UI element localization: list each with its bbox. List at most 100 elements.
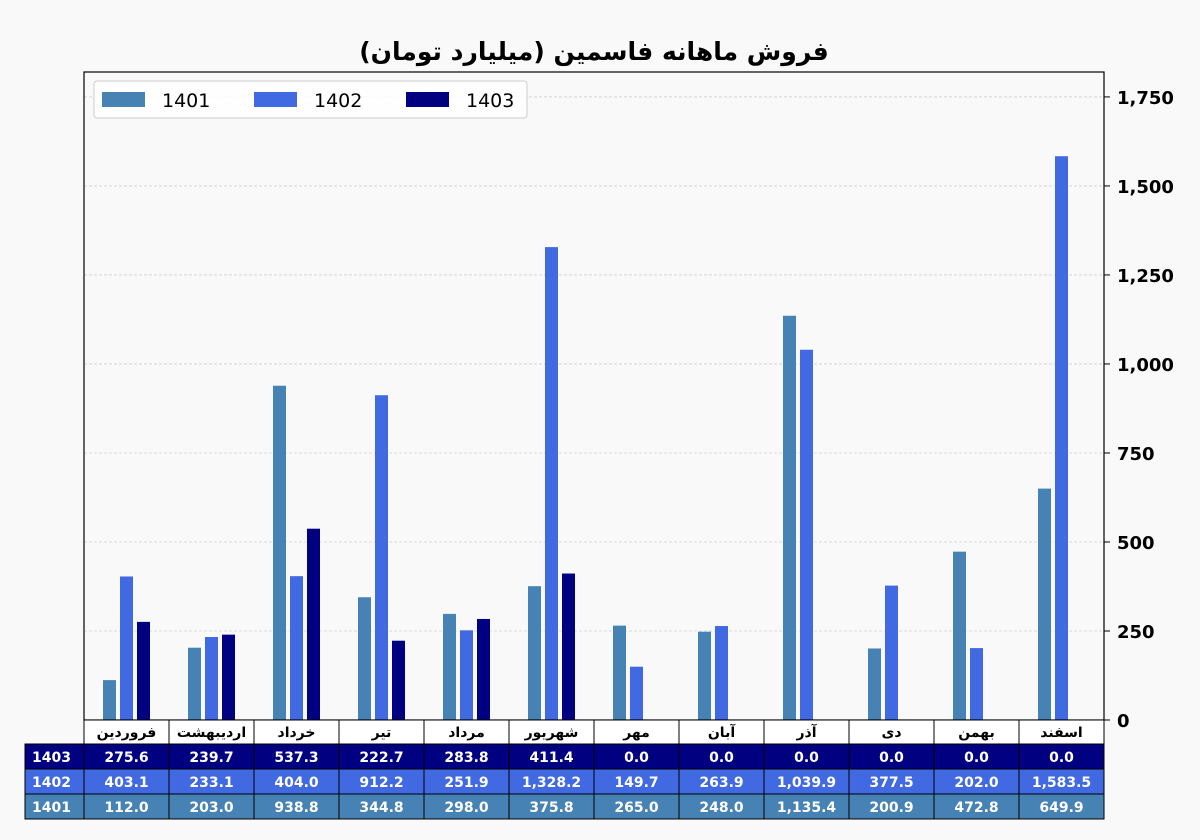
table-cell [508,768,595,795]
table-cell-value: 0.0 [1049,750,1074,766]
table-header-label: بهمن [958,725,994,741]
table-cell-value: 1,039.9 [777,775,836,791]
legend-swatch-1401 [102,92,145,107]
bar-1401-5 [528,586,541,720]
table-row-label-cell [24,768,85,795]
table-cell-value: 248.0 [699,800,744,816]
table-cell-value: 938.8 [274,800,318,816]
table-cell [338,743,425,770]
table-cell-value: 375.8 [529,800,573,816]
bars [103,156,1068,720]
table-cell-value: 537.3 [274,750,318,766]
table-cell-value: 0.0 [709,750,734,766]
bar-1403-2 [307,528,320,720]
bar-1403-5 [562,573,575,720]
table-cell-value: 0.0 [794,750,819,766]
bar-1403-1 [222,634,235,720]
table-row-label: 1402 [32,775,71,791]
bar-1402-3 [375,395,388,720]
table-cell [763,793,850,820]
table-cell-value: 263.9 [699,775,743,791]
table-cell-value: 1,328.2 [522,775,581,791]
table-cell-value: 275.6 [104,750,148,766]
bar-1402-7 [715,626,728,720]
table-cell-value: 239.7 [189,750,233,766]
y-tick-label: 250 [1117,622,1155,643]
table-cell [678,793,765,820]
table-cell [1018,793,1105,820]
table-header-label: آذر [795,723,817,741]
bar-1401-2 [273,385,286,720]
legend-label-1401: 1401 [162,90,210,112]
table-header-cell [168,719,255,745]
table-row-label-cell [24,793,85,820]
table-cell-value: 377.5 [869,775,913,791]
table-cell [168,793,255,820]
bar-1402-5 [545,247,558,720]
table-cell [1018,768,1105,795]
bar-1402-11 [1055,156,1068,720]
legend-box [93,80,528,119]
table-cell-value: 202.0 [954,775,999,791]
gridlines [84,72,1104,721]
y-tick-label: 1,000 [1117,355,1174,376]
table-header-cell [508,719,595,745]
table-cell-value: 1,135.4 [777,800,837,816]
table-header-label: فروردین [97,725,157,741]
table-cell-value: 298.0 [444,800,489,816]
table-cell [933,793,1020,820]
table-cell [423,793,510,820]
table-cell-value: 203.0 [189,800,234,816]
table-header-label: مرداد [448,725,485,741]
y-tick-label: 1,250 [1117,266,1174,287]
bar-1402-1 [205,637,218,720]
bar-1402-4 [460,630,473,720]
table-cell-value: 0.0 [879,750,904,766]
bar-1401-6 [613,625,626,720]
table-cell [593,793,680,820]
table-row-label: 1401 [32,800,71,816]
bar-1401-11 [1038,488,1051,720]
table-cell [508,743,595,770]
y-tick-label: 1,750 [1117,88,1174,109]
table-header-label: شهریور [524,725,579,741]
bar-1402-2 [290,576,303,720]
table-cell [1018,743,1105,770]
table-cell [338,768,425,795]
table-cell-value: 403.1 [104,775,148,791]
table-cell-value: 200.9 [869,800,913,816]
table-cell-value: 251.9 [444,775,488,791]
table-cell-value: 149.7 [614,775,658,791]
table-cell-value: 265.0 [614,800,659,816]
y-tick-label: 0 [1117,711,1130,732]
table-header-label: اردیبهشت [177,725,246,741]
table-row-label: 1403 [32,750,71,766]
chart-title: فروش ماهانه فاسمین (میلیارد تومان) [359,37,829,67]
legend-label-1402: 1402 [314,90,362,112]
table-cell [848,793,935,820]
table-header-label: آبان [708,723,736,741]
table-cell-value: 344.8 [359,800,403,816]
bar-1402-10 [970,648,983,720]
table-header-label: تیر [371,725,392,741]
table-cell-value: 0.0 [964,750,989,766]
bar-1401-4 [443,613,456,720]
bar-1403-4 [477,618,490,720]
table-cell [508,793,595,820]
table-cell [253,793,340,820]
plot-area [84,72,1104,720]
table-cell-value: 233.1 [189,775,233,791]
table-header-label: اسفند [1040,725,1082,741]
legend-label-1403: 1403 [466,90,514,112]
bar-1403-3 [392,640,405,720]
table-cell [848,768,935,795]
table-cell [338,793,425,820]
y-tick-label: 1,500 [1117,177,1174,198]
table-cell [763,743,850,770]
table-cell-value: 411.4 [529,750,574,766]
table-cell [593,743,680,770]
data-table: فروردین اردیبهشت خرداد تیر مرداد شهریور مهر آبا… [24,719,1105,820]
bar-1401-3 [358,597,371,720]
bar-1401-8 [783,315,796,720]
